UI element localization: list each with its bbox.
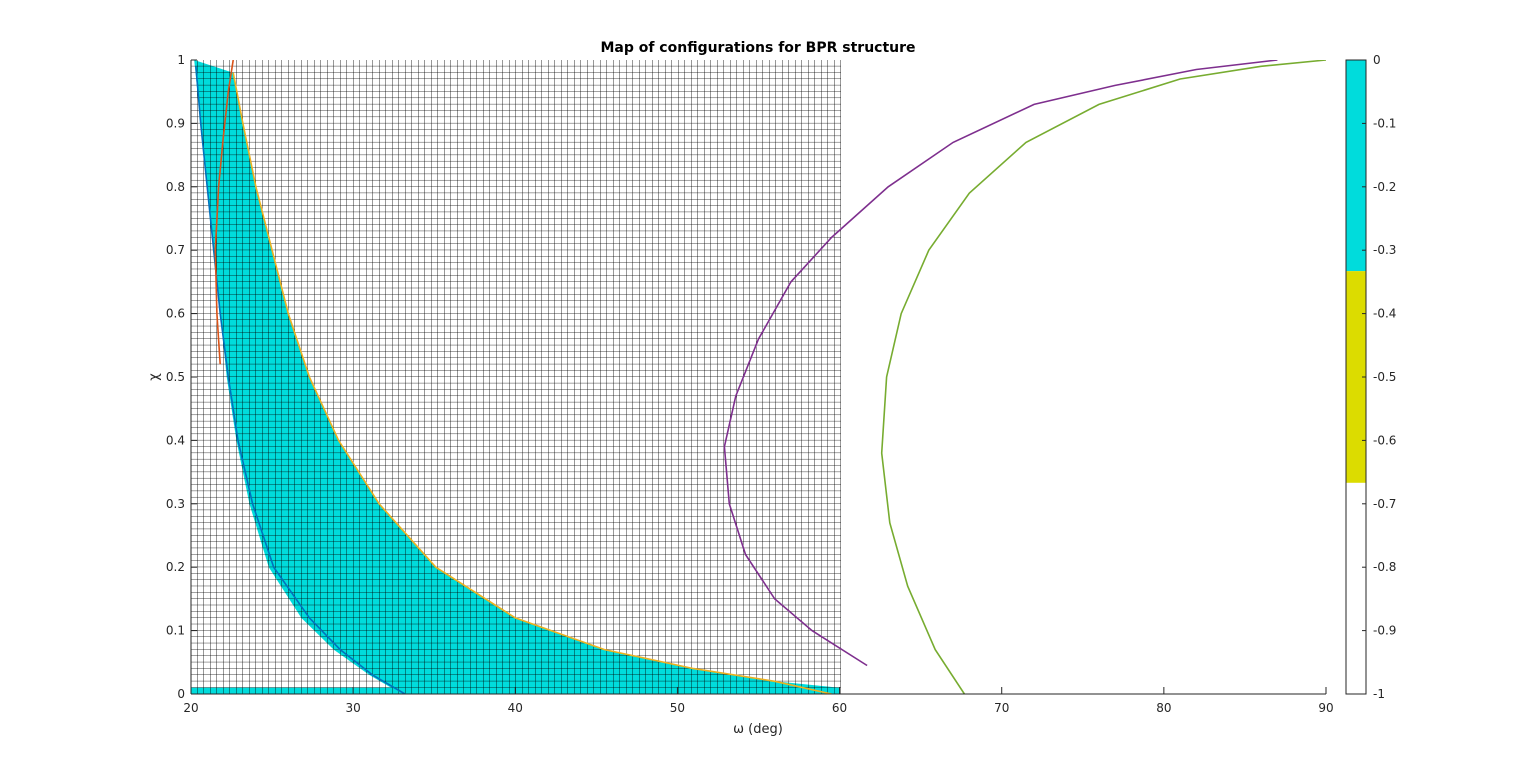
colorbar: 0 -0.1 -0.2 -0.3 -0.4 -0.5 -0.6 -0.7 -0.8 -0.9 -1 <box>1345 53 1396 701</box>
colorbar-tick-label: 0 <box>1373 53 1381 67</box>
colorbar-band-2 <box>1346 271 1366 483</box>
colorbar-tick-label: -0.9 <box>1373 624 1396 638</box>
y-tick-label: 0.4 <box>166 433 185 447</box>
x-axis-label: ω (deg) <box>733 722 783 737</box>
y-tick-label: 0.7 <box>166 243 185 257</box>
y-ticks: 0 0.1 0.2 0.3 0.4 0.5 0.6 0.7 0.8 0.9 1 <box>166 53 197 701</box>
y-tick-label: 0.5 <box>166 370 185 384</box>
curve-5 <box>880 60 1326 694</box>
colorbar-tick-label: -1 <box>1373 687 1385 701</box>
y-tick-label: 1 <box>177 53 185 67</box>
curve-layer <box>195 60 1326 694</box>
x-tick-label: 50 <box>670 701 685 715</box>
colorbar-tick-label: -0.5 <box>1373 370 1396 384</box>
curve-4 <box>723 60 1278 667</box>
y-tick-label: 0 <box>177 687 185 701</box>
y-tick-label: 0.9 <box>166 116 185 130</box>
x-tick-label: 20 <box>183 701 198 715</box>
y-tick-label: 0.3 <box>166 497 185 511</box>
curve-1 <box>195 66 406 694</box>
curve-3 <box>232 72 832 694</box>
x-tick-label: 30 <box>346 701 361 715</box>
curve-2 <box>214 60 234 365</box>
x-tick-label: 90 <box>1318 701 1333 715</box>
colorbar-tick-label: -0.3 <box>1373 243 1396 257</box>
colorbar-tick-label: -0.8 <box>1373 560 1396 574</box>
x-tick-label: 70 <box>994 701 1009 715</box>
cell-grid <box>191 60 841 694</box>
y-tick-label: 0.2 <box>166 560 185 574</box>
colorbar-tick-label: -0.2 <box>1373 180 1396 194</box>
colorbar-tick-label: -0.1 <box>1373 116 1396 130</box>
x-tick-label: 60 <box>832 701 847 715</box>
y-tick-label: 0.8 <box>166 180 185 194</box>
x-ticks: 20 30 40 50 60 70 80 90 <box>183 687 1334 715</box>
colorbar-tick-label: -0.4 <box>1373 307 1396 321</box>
colorbar-band-3 <box>1346 482 1366 694</box>
colorbar-tick-label: -0.7 <box>1373 497 1396 511</box>
y-tick-label: 0.6 <box>166 307 185 321</box>
colorbar-tick-label: -0.6 <box>1373 433 1396 447</box>
y-tick-label: 0.1 <box>166 624 185 638</box>
y-axis-label: χ <box>147 373 162 381</box>
x-tick-label: 80 <box>1156 701 1171 715</box>
colorbar-band-1 <box>1346 60 1366 272</box>
x-tick-label: 40 <box>508 701 523 715</box>
chart-title: Map of configurations for BPR structure <box>600 40 915 56</box>
